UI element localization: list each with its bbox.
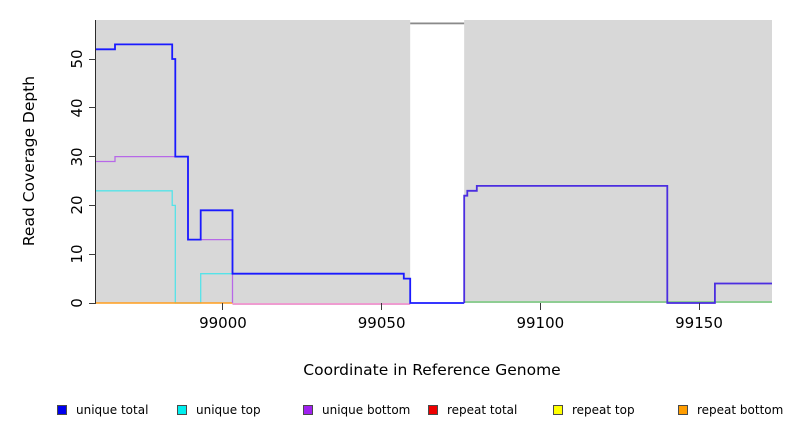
y-tick (89, 58, 96, 60)
legend-swatch-icon (57, 405, 67, 415)
x-tick (381, 303, 383, 310)
x-tick-label: 99150 (675, 314, 723, 332)
x-tick-label: 99050 (357, 314, 406, 332)
legend-label: repeat bottom (697, 403, 784, 417)
y-tick-label: 50 (68, 49, 86, 69)
legend-item: unique total (57, 401, 148, 419)
legend-item: repeat total (428, 401, 517, 419)
gap-band-top-cap (410, 22, 465, 25)
y-tick (89, 156, 96, 158)
legend-swatch-icon (177, 405, 187, 415)
legend-swatch-icon (428, 405, 438, 415)
x-tick (539, 303, 541, 310)
y-tick-label: 0 (68, 298, 86, 308)
gap-band (410, 20, 465, 304)
legend-item: repeat top (553, 401, 635, 419)
legend-swatch-icon (553, 405, 563, 415)
legend: unique total unique top unique bottom repea… (0, 401, 792, 423)
y-tick-label: 30 (68, 147, 86, 167)
x-tick-label: 99000 (199, 314, 247, 332)
legend-item: unique top (177, 401, 261, 419)
legend-label: unique bottom (322, 403, 411, 417)
legend-label: repeat total (447, 403, 518, 417)
series-path-unique-total-left (96, 43, 465, 304)
y-tick-label: 40 (68, 98, 86, 118)
y-axis-title: Read Coverage Depth (20, 75, 38, 247)
y-tick-label: 20 (68, 195, 86, 215)
series-path-unique-top (96, 190, 411, 304)
x-axis-title: Coordinate in Reference Genome (303, 361, 561, 379)
plot-area (96, 20, 772, 305)
y-axis-line (95, 20, 96, 304)
y-tick (89, 204, 96, 206)
legend-swatch-icon (678, 405, 688, 415)
x-tick (222, 303, 224, 310)
legend-label: unique total (76, 403, 149, 417)
series-path-unique-total-right (463, 185, 772, 304)
x-tick-label: 99100 (516, 314, 565, 332)
y-tick (89, 302, 96, 304)
series-path-unique-bottom-right (463, 185, 772, 304)
y-tick (89, 107, 96, 109)
y-tick-label: 10 (68, 244, 86, 264)
legend-item: repeat bottom (678, 401, 783, 419)
series-path-unique-bottom-left (96, 155, 234, 303)
legend-label: repeat top (572, 403, 635, 417)
x-tick (698, 303, 700, 310)
legend-item: unique bottom (303, 401, 410, 419)
legend-label: unique top (196, 403, 261, 417)
legend-swatch-icon (303, 405, 313, 415)
y-tick (89, 253, 96, 255)
plot-svg (96, 20, 772, 305)
